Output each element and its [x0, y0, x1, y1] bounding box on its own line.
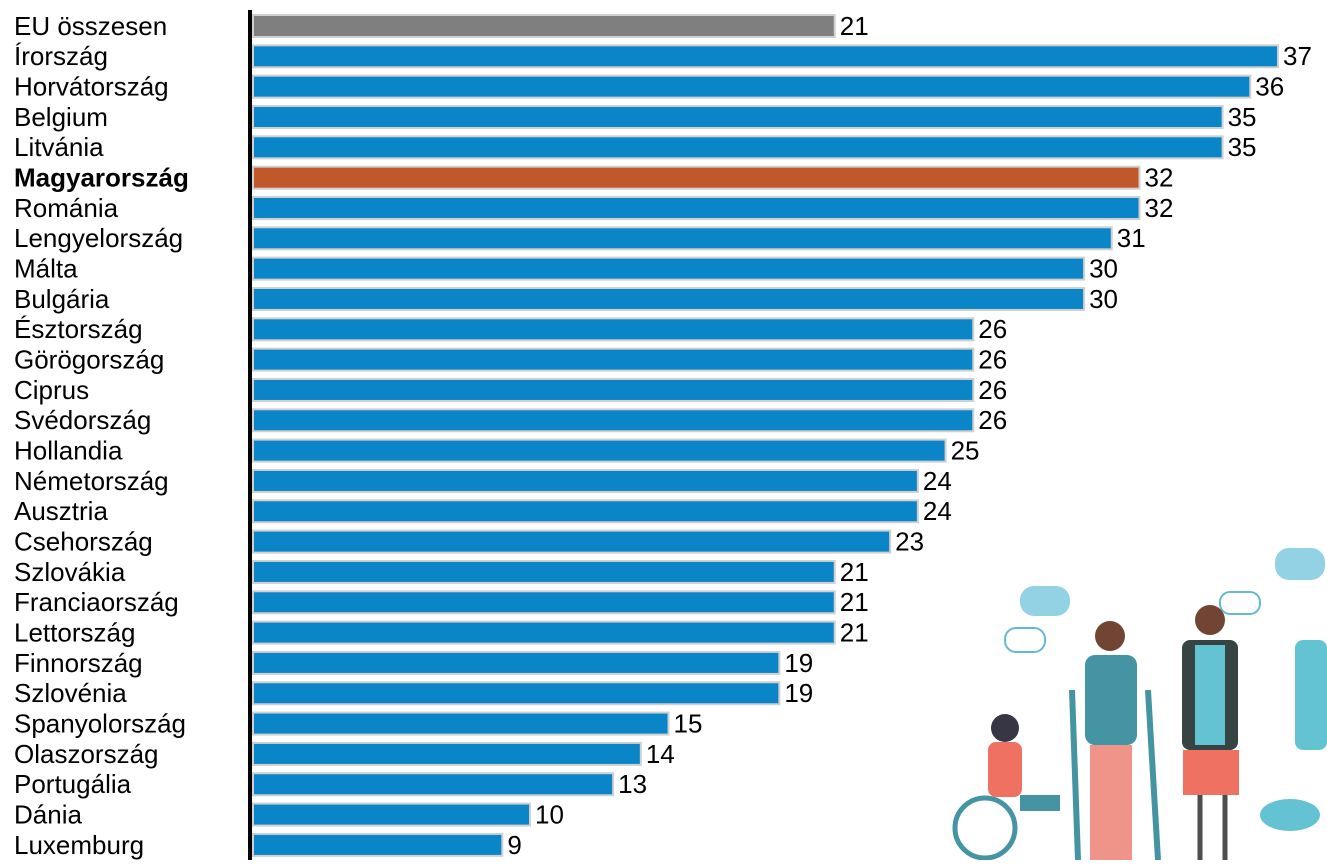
- category-label: Luxemburg: [14, 830, 144, 860]
- category-label: Szlovénia: [14, 678, 127, 708]
- category-label: Hollandia: [14, 435, 123, 465]
- category-label: Dánia: [14, 799, 82, 829]
- bar: [253, 318, 973, 340]
- bar: [253, 591, 835, 613]
- bar: [253, 227, 1112, 249]
- value-label: 19: [784, 678, 813, 708]
- bar: [253, 106, 1223, 128]
- value-label: 21: [840, 557, 869, 587]
- value-label: 24: [923, 466, 952, 496]
- bar: [253, 804, 530, 826]
- value-label: 25: [951, 435, 980, 465]
- bar: [253, 500, 918, 522]
- bar: [253, 622, 835, 644]
- bar: [253, 682, 779, 704]
- value-label: 37: [1283, 41, 1312, 71]
- category-label: Belgium: [14, 102, 108, 132]
- value-label: 21: [840, 587, 869, 617]
- category-label: Litvánia: [14, 132, 104, 162]
- value-label: 26: [978, 345, 1007, 375]
- value-label: 35: [1228, 132, 1257, 162]
- chart: EU összesen 21 Írország 37 Horvátország 36 Bel…: [0, 0, 1327, 860]
- category-label: Lettország: [14, 617, 135, 647]
- bar: [253, 470, 918, 492]
- value-label: 36: [1255, 72, 1284, 102]
- category-label: Lengyelország: [14, 223, 183, 253]
- value-label: 31: [1117, 223, 1146, 253]
- value-label: 14: [646, 739, 675, 769]
- bar: [253, 258, 1084, 280]
- bar: [253, 379, 973, 401]
- bar: [253, 167, 1139, 189]
- bar: [253, 440, 946, 462]
- value-label: 26: [978, 375, 1007, 405]
- category-label: Spanyolország: [14, 708, 186, 738]
- value-label: 32: [1144, 193, 1173, 223]
- category-label: Finnország: [14, 648, 143, 678]
- category-label: Románia: [14, 193, 119, 223]
- value-label: 9: [507, 830, 521, 860]
- value-label: 21: [840, 11, 869, 41]
- bar: [253, 409, 973, 431]
- category-label: Észtország: [14, 314, 143, 344]
- bar: [253, 15, 835, 37]
- bar: [253, 743, 641, 765]
- bar: [253, 531, 890, 553]
- category-label: Magyarország: [14, 163, 189, 193]
- value-label: 21: [840, 617, 869, 647]
- bar: [253, 197, 1139, 219]
- illustration: [955, 548, 1327, 860]
- value-label: 15: [674, 708, 703, 738]
- value-label: 26: [978, 314, 1007, 344]
- bar: [253, 349, 973, 371]
- category-label: Franciaország: [14, 587, 179, 617]
- category-label: Málta: [14, 254, 78, 284]
- bar: [253, 773, 613, 795]
- bar: [253, 136, 1223, 158]
- bar: [253, 45, 1278, 67]
- category-label: Szlovákia: [14, 557, 126, 587]
- category-label: Horvátország: [14, 72, 169, 102]
- value-label: 23: [895, 526, 924, 556]
- category-label: Görögország: [14, 345, 164, 375]
- category-label: Bulgária: [14, 284, 110, 314]
- value-label: 35: [1228, 102, 1257, 132]
- category-label: Németország: [14, 466, 169, 496]
- value-label: 30: [1089, 284, 1118, 314]
- value-label: 30: [1089, 254, 1118, 284]
- value-label: 13: [618, 769, 647, 799]
- value-label: 19: [784, 648, 813, 678]
- bar: [253, 652, 779, 674]
- bar: [253, 713, 669, 735]
- bar: [253, 76, 1250, 98]
- category-label: Csehország: [14, 526, 153, 556]
- bar: [253, 561, 835, 583]
- value-label: 10: [535, 799, 564, 829]
- bar: [253, 834, 502, 856]
- value-label: 32: [1144, 163, 1173, 193]
- category-label: EU összesen: [14, 11, 167, 41]
- category-label: Svédország: [14, 405, 151, 435]
- category-label: Írország: [14, 41, 108, 71]
- bar: [253, 288, 1084, 310]
- category-label: Olaszország: [14, 739, 159, 769]
- value-label: 26: [978, 405, 1007, 435]
- category-label: Ausztria: [14, 496, 108, 526]
- category-label: Ciprus: [14, 375, 89, 405]
- value-label: 24: [923, 496, 952, 526]
- category-label: Portugália: [14, 769, 132, 799]
